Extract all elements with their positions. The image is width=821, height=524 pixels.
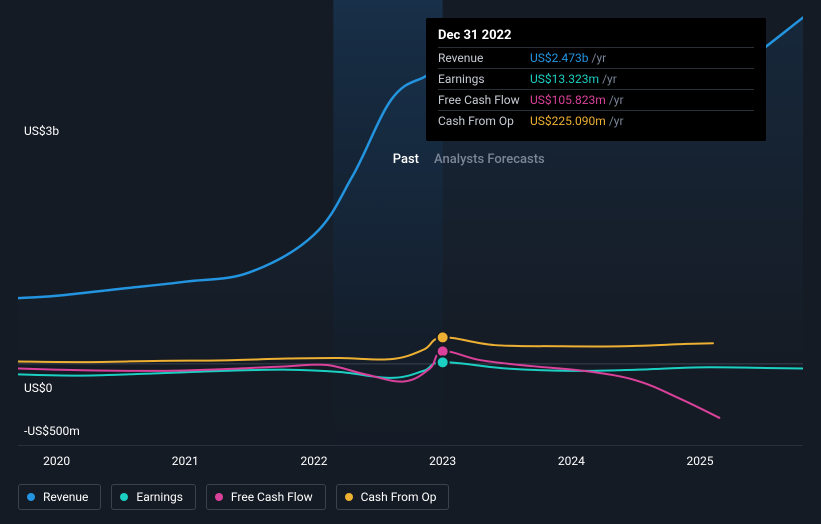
- legend-dot-icon: [120, 493, 128, 501]
- earnings-revenue-chart: US$3b US$0 -US$500m 2020 2021 2022 2023 2024…: [0, 0, 821, 524]
- legend-item-fcf[interactable]: Free Cash Flow: [206, 484, 326, 510]
- legend-item-label: Cash From Op: [361, 490, 437, 504]
- legend-item-cfo[interactable]: Cash From Op: [336, 484, 450, 510]
- x-tick-label: 2024: [558, 454, 585, 468]
- tooltip-row-label: Earnings: [438, 72, 530, 86]
- section-label-past: Past: [393, 152, 419, 167]
- chart-tooltip: Dec 31 2022 RevenueUS$2.473b/yrEarningsU…: [426, 18, 766, 141]
- legend-dot-icon: [215, 493, 223, 501]
- tooltip-row-unit: /yr: [602, 72, 617, 86]
- y-tick-label: US$3b: [24, 124, 59, 138]
- x-tick-label: 2023: [429, 454, 456, 468]
- tooltip-row-label: Free Cash Flow: [438, 93, 530, 107]
- tooltip-row: Free Cash FlowUS$105.823m/yr: [438, 89, 754, 110]
- x-tick-label: 2022: [300, 454, 327, 468]
- y-tick-label: -US$500m: [24, 424, 80, 438]
- y-tick-label: US$0: [24, 381, 52, 395]
- tooltip-row-value: US$225.090m: [530, 114, 606, 128]
- legend-item-earnings[interactable]: Earnings: [111, 484, 196, 510]
- tooltip-row: EarningsUS$13.323m/yr: [438, 68, 754, 89]
- tooltip-row-label: Revenue: [438, 51, 530, 65]
- tooltip-row-label: Cash From Op: [438, 114, 530, 128]
- section-label-forecast: Analysts Forecasts: [434, 152, 545, 167]
- legend-item-revenue[interactable]: Revenue: [18, 484, 101, 510]
- legend-item-label: Earnings: [136, 490, 183, 504]
- tooltip-row: Cash From OpUS$225.090m/yr: [438, 110, 754, 131]
- tooltip-row-value: US$105.823m: [530, 93, 606, 107]
- tooltip-row-value: US$2.473b: [530, 51, 589, 65]
- tooltip-row-unit: /yr: [592, 51, 607, 65]
- tooltip-row-value: US$13.323m: [530, 72, 599, 86]
- chart-legend: Revenue Earnings Free Cash Flow Cash From O…: [18, 484, 449, 510]
- legend-dot-icon: [345, 493, 353, 501]
- x-tick-label: 2021: [172, 454, 199, 468]
- tooltip-row-unit: /yr: [609, 114, 624, 128]
- tooltip-row-unit: /yr: [609, 93, 624, 107]
- x-tick-label: 2020: [43, 454, 70, 468]
- tooltip-row: RevenueUS$2.473b/yr: [438, 47, 754, 68]
- legend-item-label: Revenue: [43, 490, 88, 504]
- legend-dot-icon: [27, 493, 35, 501]
- tooltip-date: Dec 31 2022: [438, 28, 754, 47]
- x-tick-label: 2025: [687, 454, 714, 468]
- legend-item-label: Free Cash Flow: [231, 490, 313, 504]
